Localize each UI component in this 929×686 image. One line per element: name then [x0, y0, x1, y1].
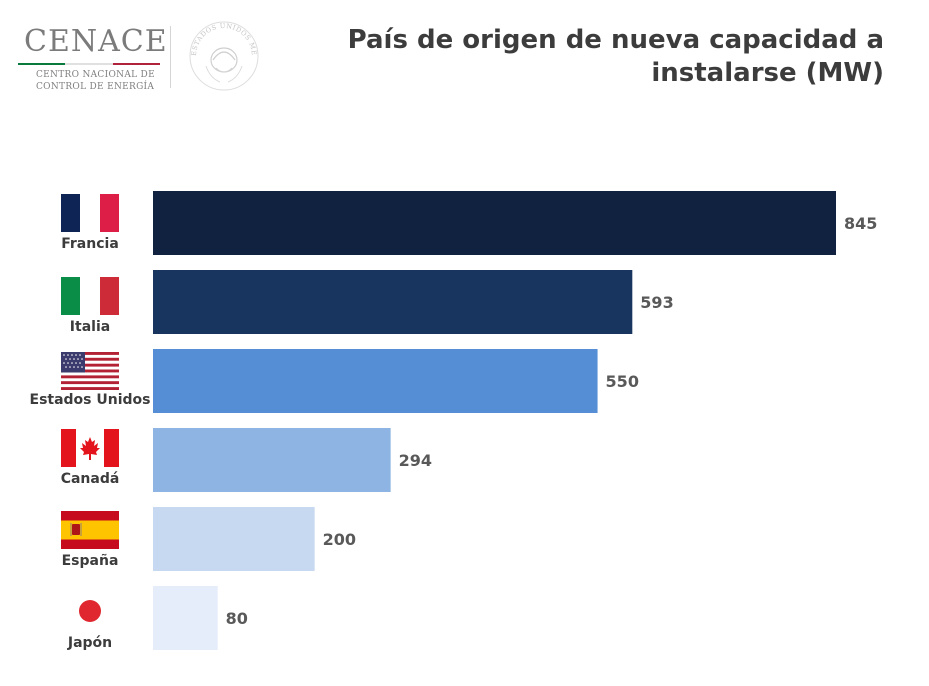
bars: [153, 191, 836, 650]
header: CENACE CENTRO NACIONAL DE CONTROL DE ENE…: [0, 0, 929, 120]
category-labels: Francia Italia Estados Unidos Canadá España J…: [30, 236, 151, 651]
france-flag-icon: [61, 194, 119, 232]
value-label-estados-unidos: 550: [606, 372, 639, 391]
bar-francia: [153, 191, 836, 255]
bar-estados-unidos: [153, 349, 598, 413]
category-label-canada: Canadá: [61, 471, 120, 487]
japan-flag-icon: [61, 592, 119, 630]
bar-japon: [153, 586, 218, 650]
bar-canada: [153, 428, 391, 492]
bar-italia: [153, 270, 633, 334]
category-label-francia: Francia: [61, 236, 119, 252]
logo-subtitle-line2: CONTROL DE ENERGÍA: [36, 82, 155, 92]
logo-stripe-green: [18, 63, 66, 65]
chart-title-line2: instalarse (MW): [651, 58, 884, 88]
value-label-italia: 593: [640, 293, 673, 312]
logo-subtitle-line1: CENTRO NACIONAL DE: [36, 70, 155, 80]
logo-stripe-white: [65, 63, 113, 65]
logo-stripe: [18, 63, 160, 65]
flag-icons: [61, 194, 119, 630]
logo-stripe-red: [112, 63, 160, 65]
category-label-espana: España: [62, 553, 119, 569]
value-label-francia: 845: [844, 214, 877, 233]
bar-espana: [153, 507, 315, 571]
italy-flag-icon: [61, 277, 119, 315]
chart-title: País de origen de nueva capacidad a inst…: [324, 24, 884, 90]
value-labels: 845 593 550 294 200 80: [226, 214, 878, 628]
value-label-canada: 294: [399, 451, 432, 470]
mexico-seal-icon: ESTADOS UNIDOS MEXICANOS: [186, 18, 259, 91]
logo-divider: [170, 26, 171, 88]
canada-flag-icon: [61, 429, 119, 467]
category-label-estados-unidos: Estados Unidos: [30, 392, 151, 408]
spain-flag-icon: [61, 511, 119, 549]
usa-flag-icon: [61, 352, 119, 390]
value-label-espana: 200: [323, 530, 356, 549]
value-label-japon: 80: [226, 609, 248, 628]
category-label-italia: Italia: [70, 319, 110, 335]
logo-wordmark: CENACE: [24, 24, 168, 59]
chart-title-line1: País de origen de nueva capacidad a: [347, 25, 884, 55]
cenace-logo: CENACE CENTRO NACIONAL DE CONTROL DE ENE…: [18, 18, 268, 98]
category-label-japon: Japón: [67, 635, 112, 651]
